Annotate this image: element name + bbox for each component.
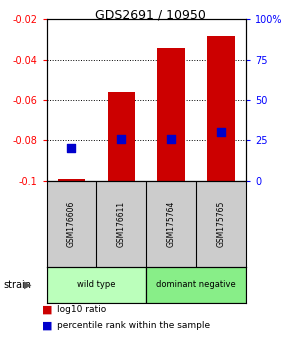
Bar [58,178,85,181]
Text: strain: strain [3,280,31,290]
Bar [146,267,246,303]
Bar [158,48,185,181]
Text: ■: ■ [42,305,52,315]
Point [219,130,224,135]
Text: GSM175764: GSM175764 [167,201,176,247]
Point [119,136,124,142]
Text: GDS2691 / 10950: GDS2691 / 10950 [94,9,206,22]
Text: ▶: ▶ [24,280,31,290]
Bar [46,267,146,303]
Text: wild type: wild type [77,280,116,290]
Text: GSM176606: GSM176606 [67,201,76,247]
Point [169,136,174,142]
Bar [207,36,235,181]
Text: ■: ■ [42,321,52,331]
Text: percentile rank within the sample: percentile rank within the sample [57,321,210,330]
Text: GSM175765: GSM175765 [217,201,226,247]
Text: dominant negative: dominant negative [156,280,236,290]
Text: GSM176611: GSM176611 [117,201,126,247]
Text: log10 ratio: log10 ratio [57,305,106,314]
Point [69,145,74,151]
Bar [108,92,135,181]
